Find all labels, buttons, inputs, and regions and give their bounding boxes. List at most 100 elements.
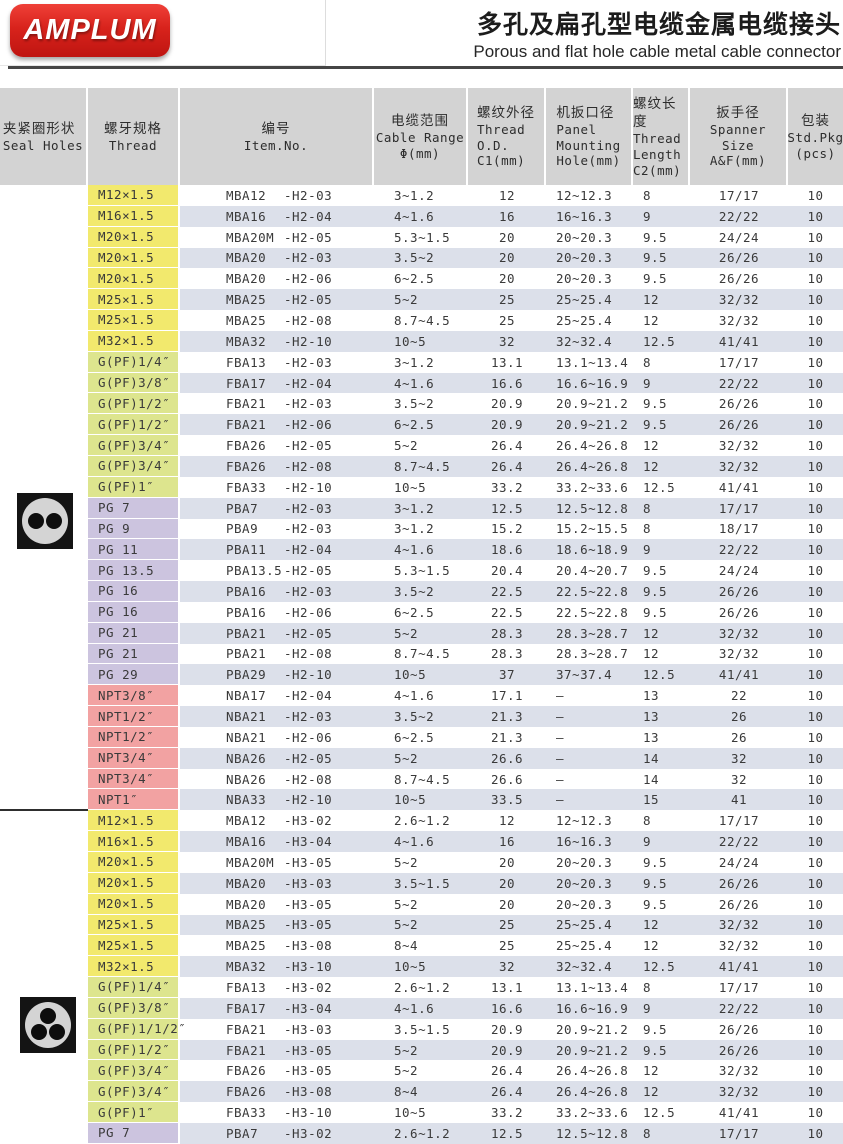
cable-range-cell: 3.5~1.5 bbox=[394, 1021, 451, 1037]
item-base: FBA26 bbox=[226, 438, 267, 454]
spanner-size-cell: 22 bbox=[730, 688, 748, 704]
cable-range-cell: 8.7~4.5 bbox=[394, 312, 451, 328]
std-pkg-cell: 10 bbox=[807, 187, 824, 203]
cable-range-cell: 10~5 bbox=[374, 664, 468, 686]
std-pkg-cell: 10 bbox=[788, 914, 843, 936]
seal-cell bbox=[0, 915, 88, 936]
item-base: FBA33 bbox=[226, 1105, 267, 1121]
thread-od-cell: 20.9 bbox=[468, 1039, 546, 1061]
spanner-size-cell: 17/17 bbox=[690, 1122, 788, 1144]
item-suffix: -H2-03 bbox=[284, 187, 333, 203]
spanner-size-cell: 32/32 bbox=[690, 1081, 788, 1103]
thread-od-cell: 20 bbox=[498, 854, 516, 870]
seal-cell bbox=[0, 310, 88, 331]
std-pkg-cell: 10 bbox=[788, 455, 843, 477]
cable-range-cell: 4~1.6 bbox=[374, 997, 468, 1019]
seal-cell bbox=[0, 935, 88, 956]
thread-od-cell: 16.6 bbox=[468, 372, 546, 394]
cable-range-cell: 6~2.5 bbox=[394, 729, 435, 745]
column-header-line: Std.Pkg bbox=[787, 129, 843, 145]
item-suffix: -H3-05 bbox=[284, 917, 333, 933]
item-no-cell: FBA17 -H2-04 bbox=[180, 372, 374, 394]
item-base: MBA12 bbox=[226, 813, 267, 829]
thread-od-cell: 16 bbox=[468, 205, 546, 227]
table-row: M20×1.5 MBA20 -H2-03 3.5~2 20 20~20.3 9.5 26/26… bbox=[0, 247, 843, 269]
spanner-size-cell: 26/26 bbox=[690, 872, 788, 894]
thread-spec-cell: M32×1.5 bbox=[88, 330, 180, 352]
item-base: NBA17 bbox=[226, 688, 267, 704]
thread-spec-cell: PG 16 bbox=[88, 601, 180, 623]
table-row: NPT3/4″ NBA26 -H2-08 8.7~4.5 26.6 – 14 32 10 bbox=[0, 768, 843, 790]
thread-length-cell: 12 bbox=[633, 622, 690, 644]
spanner-size-cell: 22/22 bbox=[690, 372, 788, 394]
column-header-line: Item.No. bbox=[243, 137, 309, 153]
seal-cell bbox=[0, 1060, 88, 1081]
item-no-cell: MBA16 -H2-04 bbox=[180, 205, 374, 227]
item-no-cell: MBA20M -H3-05 bbox=[180, 852, 374, 873]
thread-od-cell: 20 bbox=[498, 229, 516, 245]
item-base: MBA20 bbox=[226, 271, 267, 287]
spanner-size-cell: 32/32 bbox=[690, 622, 788, 644]
cable-range-cell: 4~1.6 bbox=[374, 205, 468, 227]
thread-length-cell: 8 bbox=[643, 354, 652, 370]
item-base: MBA25 bbox=[226, 312, 267, 328]
seal-cell bbox=[0, 602, 88, 623]
std-pkg-cell: 10 bbox=[807, 521, 824, 537]
item-base: NBA26 bbox=[226, 750, 267, 766]
spanner-size-cell: 32/32 bbox=[718, 646, 760, 662]
item-no-cell: FBA26 -H3-08 bbox=[180, 1081, 374, 1103]
thread-length-cell: 9 bbox=[633, 539, 690, 561]
item-suffix: -H2-04 bbox=[284, 542, 333, 558]
thread-od-cell: 20.9 bbox=[468, 414, 546, 436]
thread-spec-cell: M16×1.5 bbox=[88, 831, 180, 852]
cable-range-cell: 6~2.5 bbox=[394, 271, 435, 287]
thread-od-cell: 22.5 bbox=[468, 581, 546, 602]
thread-length-cell: 12 bbox=[643, 312, 660, 328]
item-suffix: -H2-03 bbox=[284, 583, 333, 599]
thread-length-cell: 8 bbox=[643, 521, 652, 537]
thread-spec-cell: G(PF)1″ bbox=[88, 476, 180, 498]
std-pkg-cell: 10 bbox=[807, 396, 824, 412]
spanner-size-cell: 26/26 bbox=[718, 896, 760, 912]
std-pkg-cell: 10 bbox=[788, 247, 843, 269]
item-suffix: -H3-02 bbox=[284, 1125, 333, 1141]
std-pkg-cell: 10 bbox=[807, 438, 824, 454]
cable-range-cell: 4~1.6 bbox=[374, 539, 468, 561]
item-no-cell: MBA25 -H2-08 bbox=[180, 310, 374, 331]
std-pkg-cell: 10 bbox=[788, 997, 843, 1019]
seal-cell bbox=[0, 644, 88, 665]
seal-cell bbox=[0, 727, 88, 748]
seal-hole bbox=[46, 513, 62, 529]
thread-length-cell: 12 bbox=[633, 914, 690, 936]
item-suffix: -H2-03 bbox=[284, 709, 333, 725]
item-base: FBA13 bbox=[226, 979, 267, 995]
thread-od-cell: 28.3 bbox=[468, 622, 546, 644]
spanner-size-cell: 32/32 bbox=[690, 914, 788, 936]
std-pkg-cell: 10 bbox=[807, 479, 824, 495]
thread-length-cell: 12.5 bbox=[643, 479, 676, 495]
item-no-cell: MBA20 -H3-05 bbox=[180, 894, 374, 915]
item-base: MBA25 bbox=[226, 917, 267, 933]
seal-cell bbox=[0, 185, 88, 206]
thread-od-cell: 33.5 bbox=[468, 789, 546, 811]
spanner-size-cell: 41/41 bbox=[718, 1105, 760, 1121]
cable-range-cell: 2.6~1.2 bbox=[394, 813, 451, 829]
column-header-panel-hole: 机扳口径 Panel Mounting Hole(mm) bbox=[546, 88, 633, 185]
item-base: MBA25 bbox=[226, 938, 267, 954]
item-suffix: -H2-03 bbox=[284, 250, 333, 266]
spanner-size-cell: 26 bbox=[690, 706, 788, 727]
item-no-cell: MBA32 -H2-10 bbox=[180, 330, 374, 352]
spanner-size-cell: 26/26 bbox=[718, 1021, 760, 1037]
table-row: M20×1.5 MBA20 -H3-03 3.5~1.5 20 20~20.3 9.5 26/… bbox=[0, 872, 843, 894]
thread-spec-cell: M32×1.5 bbox=[88, 956, 180, 978]
spanner-size-cell: 17/17 bbox=[718, 354, 760, 370]
thread-od-cell: 22.5 bbox=[490, 604, 524, 620]
table-row: M16×1.5 MBA16 -H3-04 4~1.6 16 16~16.3 9 22/22 10 bbox=[0, 831, 843, 852]
table-row: G(PF)1″ FBA33 -H3-10 10~5 33.2 33.2~33.6 12.5 4… bbox=[0, 1102, 843, 1123]
item-suffix: -H3-05 bbox=[284, 1063, 333, 1079]
thread-spec-cell: G(PF)3/4″ bbox=[88, 1081, 180, 1103]
thread-length-cell: 9.5 bbox=[633, 414, 690, 436]
seal-cell bbox=[0, 352, 88, 373]
column-header-line: 螺牙规格 bbox=[104, 120, 162, 137]
item-no-cell: MBA25 -H3-08 bbox=[180, 935, 374, 956]
